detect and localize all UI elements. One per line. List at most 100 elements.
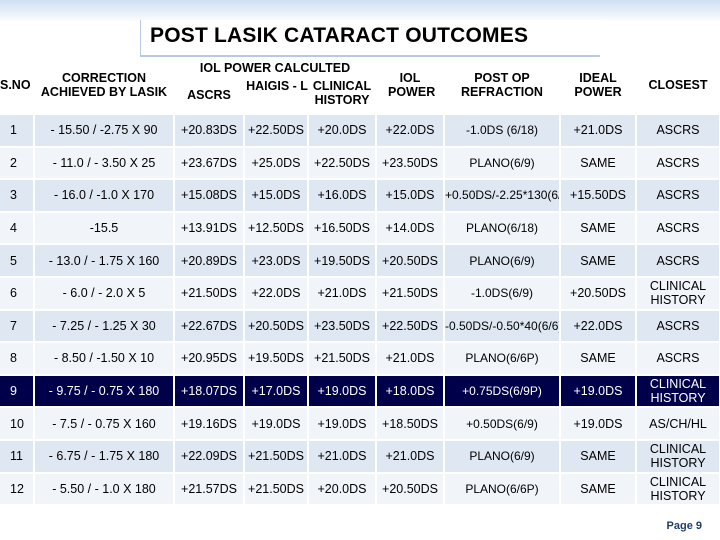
header-haigis: HAIGIS - L — [246, 79, 308, 93]
row-haigis: +19.0DS — [244, 406, 309, 441]
row-haigis: +12.50DS — [244, 210, 309, 246]
row-closest: ASCRS — [636, 113, 720, 148]
row-correction: - 11.0 / - 3.50 X 25 — [34, 145, 175, 181]
row-ideal-power: +22.0DS — [560, 308, 637, 344]
header-closest: CLOSEST — [636, 57, 720, 114]
row-clinical-history: +19.0DS — [308, 373, 377, 409]
header-correction: CORRECTION ACHIEVED BY LASIK — [34, 57, 174, 114]
row-correction: - 7.25 / - 1.25 X 30 — [34, 308, 175, 344]
row-haigis: +17.0DS — [244, 373, 309, 409]
row-iol-power: +23.50DS — [376, 145, 445, 181]
row-ascrs: +20.95DS — [174, 341, 245, 376]
row-ideal-power: SAME — [560, 471, 637, 507]
row-haigis: +21.50DS — [244, 471, 309, 507]
row-ascrs: +21.57DS — [174, 471, 245, 507]
row-iol-power: +14.0DS — [376, 210, 445, 246]
row-iol-power: +22.0DS — [376, 113, 445, 148]
header-post-op-refraction: POST OP REFRACTION — [444, 57, 560, 114]
row-iol-power: +21.0DS — [376, 438, 445, 474]
row-haigis: +20.50DS — [244, 308, 309, 344]
row-sno: 2 — [0, 145, 35, 181]
table-row: 4 -15.5 +13.91DS +12.50DS +16.50DS +14.0DS PLA… — [0, 210, 720, 246]
row-closest: ASCRS — [636, 210, 720, 246]
row-correction: - 7.5 / - 0.75 X 160 — [34, 406, 175, 441]
row-ascrs: +20.83DS — [174, 113, 245, 148]
row-correction: -15.5 — [34, 210, 175, 246]
row-iol-power: +15.0DS — [376, 178, 445, 213]
header-sno: S.NO — [0, 57, 34, 114]
table-row: 10- 7.5 / - 0.75 X 160 +19.16DS +19.0DS +19… — [0, 406, 720, 441]
table-row: 8- 8.50 / -1.50 X 10 +20.95DS +19.50DS +21.… — [0, 341, 720, 376]
row-iol-power: +21.50DS — [376, 275, 445, 311]
table-row: 12- 5.50 / - 1.0 X 180 +21.57DS +21.50DS +2… — [0, 471, 720, 507]
row-haigis: +21.50DS — [244, 438, 309, 474]
table-row: 7- 7.25 / - 1.25 X 30 +22.67DS +20.50DS +23… — [0, 308, 720, 344]
row-clinical-history: +19.0DS — [308, 406, 377, 441]
title-box — [140, 20, 601, 56]
row-haigis: +25.0DS — [244, 145, 309, 181]
row-sno: 11 — [0, 438, 35, 474]
row-ideal-power: +21.0DS — [560, 113, 637, 148]
row-ideal-power: +20.50DS — [560, 275, 637, 311]
row-sno: 4 — [0, 210, 35, 246]
row-ideal-power: SAME — [560, 145, 637, 181]
row-refraction: -1.0DS(6/9) — [444, 275, 561, 311]
row-sno: 12 — [0, 471, 35, 507]
top-banner — [0, 0, 720, 22]
row-refraction: -1.0DS (6/18) — [444, 113, 561, 148]
row-ideal-power: +15.50DS — [560, 178, 637, 213]
row-refraction: +0.50DS(6/9) — [444, 406, 561, 441]
row-correction: - 6.0 / - 2.0 X 5 — [34, 275, 175, 311]
header-ascrs: ASCRS — [187, 88, 231, 102]
row-refraction: PLANO(6/6P) — [444, 471, 561, 507]
row-clinical-history: +20.0DS — [308, 471, 377, 507]
row-closest: ASCRS — [636, 341, 720, 376]
row-clinical-history: +23.50DS — [308, 308, 377, 344]
row-correction: - 16.0 / -1.0 X 170 — [34, 178, 175, 213]
table-row: 9- 9.75 / - 0.75 X 180 +18.07DS +17.0DS +19… — [0, 373, 720, 409]
row-ideal-power: SAME — [560, 438, 637, 474]
row-ascrs: +13.91DS — [174, 210, 245, 246]
row-correction: - 13.0 / - 1.75 X 160 — [34, 243, 175, 278]
row-iol-power: +22.50DS — [376, 308, 445, 344]
row-correction: - 9.75 / - 0.75 X 180 — [34, 373, 175, 409]
row-closest: ASCRS — [636, 243, 720, 278]
row-sno: 3 — [0, 178, 35, 213]
row-clinical-history: +22.50DS — [308, 145, 377, 181]
header-iol-power: IOL POWER — [376, 57, 444, 114]
row-ideal-power: +19.0DS — [560, 406, 637, 441]
row-correction: - 6.75 / - 1.75 X 180 — [34, 438, 175, 474]
row-iol-power: +20.50DS — [376, 243, 445, 278]
header-clinical-history: CLINICAL HISTORY — [312, 79, 372, 107]
page-number: Page 9 — [666, 520, 702, 532]
row-sno: 10 — [0, 406, 35, 441]
row-iol-power: +18.0DS — [376, 373, 445, 409]
header-iol-power-calc: IOL POWER CALCULTED ASCRS HAIGIS - L CLI… — [174, 57, 376, 114]
row-ascrs: +19.16DS — [174, 406, 245, 441]
row-clinical-history: +21.50DS — [308, 341, 377, 376]
row-refraction: PLANO(6/9) — [444, 243, 561, 278]
outcomes-table: S.NO CORRECTION ACHIEVED BY LASIK IOL PO… — [0, 57, 720, 507]
row-clinical-history: +16.50DS — [308, 210, 377, 246]
title-underline — [140, 55, 600, 57]
row-iol-power: +20.50DS — [376, 471, 445, 507]
row-closest: ASCRS — [636, 145, 720, 181]
table-row: 6- 6.0 / - 2.0 X 5 +21.50DS +22.0DS +21.0DS… — [0, 275, 720, 311]
header-iol-power-calc-label: IOL POWER CALCULTED — [199, 61, 351, 75]
header-ideal-power: IDEAL POWER — [560, 57, 636, 114]
row-closest: CLINICAL HISTORY — [636, 438, 720, 474]
row-sno: 5 — [0, 243, 35, 278]
row-ascrs: +22.67DS — [174, 308, 245, 344]
row-haigis: +22.50DS — [244, 113, 309, 148]
row-clinical-history: +16.0DS — [308, 178, 377, 213]
row-ascrs: +20.89DS — [174, 243, 245, 278]
row-closest: CLINICAL HISTORY — [636, 471, 720, 507]
row-ascrs: +18.07DS — [174, 373, 245, 409]
row-closest: CLINICAL HISTORY — [636, 275, 720, 311]
row-closest: AS/CH/HL — [636, 406, 720, 441]
table-row: 11- 6.75 / - 1.75 X 180 +22.09DS +21.50DS +… — [0, 438, 720, 474]
row-refraction: PLANO(6/9) — [444, 145, 561, 181]
row-ascrs: +23.67DS — [174, 145, 245, 181]
row-refraction: +0.50DS/-2.25*130(6/18) — [444, 178, 561, 213]
row-haigis: +22.0DS — [244, 275, 309, 311]
